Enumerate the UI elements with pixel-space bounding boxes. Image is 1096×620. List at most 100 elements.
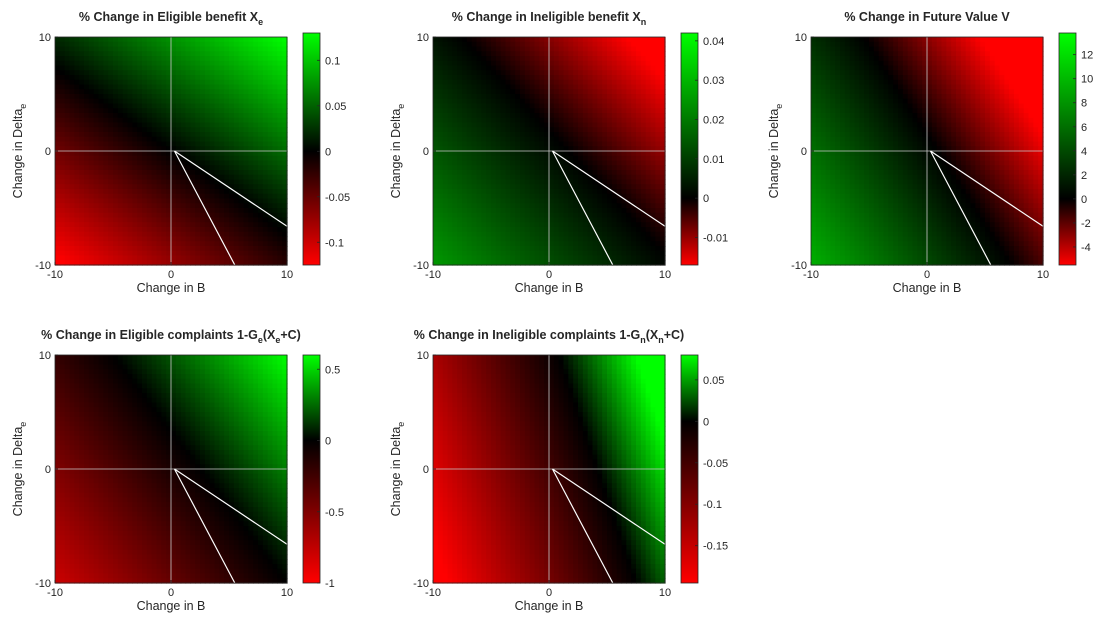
- heatmap-cell: [267, 255, 274, 261]
- heatmap-cell: [462, 236, 468, 242]
- heatmap-cell: [84, 198, 90, 204]
- heatmap-cell: [437, 136, 444, 143]
- heatmap-cell: [151, 94, 158, 100]
- heatmap-cell: [55, 51, 61, 57]
- heatmap-cell: [151, 136, 158, 143]
- heatmap-cell: [209, 136, 216, 143]
- heatmap-cell: [93, 246, 100, 252]
- heatmap-cell: [645, 222, 652, 228]
- heatmap-cell: [491, 198, 497, 204]
- heatmap-cell: [180, 65, 187, 71]
- heatmap-cell: [151, 56, 158, 62]
- heatmap-cell: [650, 89, 656, 95]
- heatmap-cell: [650, 146, 656, 152]
- heatmap-cell: [219, 132, 225, 138]
- heatmap-cell: [122, 208, 129, 214]
- heatmap-cell: [621, 60, 627, 67]
- heatmap-cell: [180, 41, 187, 48]
- heatmap-cell: [626, 189, 632, 195]
- heatmap-cell: [55, 255, 61, 261]
- heatmap-cell: [505, 37, 511, 43]
- heatmap-cell: [534, 160, 540, 166]
- heatmap-cell: [200, 41, 206, 48]
- heatmap-cell: [568, 208, 574, 214]
- heatmap-cell: [539, 108, 545, 114]
- heatmap-cell: [481, 160, 487, 166]
- heatmap-cell: [573, 65, 579, 71]
- heatmap-cell: [1009, 37, 1015, 43]
- heatmap-cell: [452, 165, 458, 171]
- heatmap-cell: [108, 37, 114, 43]
- heatmap-cell: [582, 179, 589, 185]
- heatmap-cell: [471, 108, 478, 114]
- heatmap-cell: [282, 51, 288, 57]
- heatmap-cell: [534, 37, 540, 43]
- heatmap-cell: [233, 151, 240, 157]
- heatmap-cell: [553, 46, 560, 52]
- heatmap-cell: [219, 103, 225, 109]
- heatmap-cell: [166, 146, 172, 152]
- heatmap-cell: [573, 208, 579, 214]
- heatmap-cell: [524, 117, 531, 124]
- heatmap-cell: [491, 75, 497, 81]
- heatmap-cell: [481, 212, 487, 219]
- heatmap-cell: [171, 136, 177, 143]
- heatmap-cell: [626, 84, 632, 90]
- heatmap-cell: [476, 208, 482, 214]
- heatmap-cell: [88, 155, 95, 162]
- heatmap-cell: [626, 136, 632, 143]
- heatmap-cell: [84, 255, 90, 261]
- heatmap-cell: [272, 113, 278, 119]
- y-axis-label: Change in Deltae: [11, 104, 28, 199]
- heatmap-cell: [466, 113, 473, 119]
- heatmap-cell: [481, 65, 487, 71]
- heatmap-cell: [452, 189, 458, 195]
- heatmap-cell: [442, 108, 449, 114]
- heatmap-cell: [553, 113, 560, 119]
- heatmap-cell: [108, 236, 114, 242]
- heatmap-cell: [452, 260, 458, 266]
- heatmap-cell: [204, 89, 211, 95]
- heatmap-cell: [587, 37, 594, 43]
- heatmap-cell: [238, 108, 245, 114]
- heatmap-cell: [190, 41, 196, 48]
- heatmap-cell: [636, 217, 642, 223]
- heatmap-cell: [655, 146, 661, 152]
- heatmap-cell: [248, 174, 254, 181]
- heatmap-cell: [93, 203, 100, 209]
- heatmap-cell: [611, 75, 618, 81]
- heatmap-cell: [466, 94, 473, 100]
- heatmap-cell: [602, 231, 608, 238]
- heatmap-cell: [888, 46, 894, 52]
- heatmap-cell: [209, 70, 216, 76]
- heatmap-cell: [587, 174, 594, 181]
- heatmap-cell: [156, 98, 162, 105]
- heatmap-cell: [660, 113, 666, 119]
- heatmap-cell: [849, 41, 856, 48]
- colorbar-tick-label: -0.1: [325, 237, 344, 249]
- heatmap-cell: [650, 60, 656, 67]
- heatmap-cell: [611, 117, 618, 124]
- heatmap-cell: [433, 132, 439, 138]
- heatmap-cell: [907, 46, 914, 52]
- heatmap-cell: [84, 89, 90, 95]
- heatmap-cell: [209, 94, 216, 100]
- heatmap-cell: [127, 250, 133, 257]
- heatmap-cell: [88, 117, 95, 124]
- heatmap-cell: [122, 103, 129, 109]
- heatmap-cell: [500, 179, 507, 185]
- heatmap-cell: [510, 174, 516, 181]
- heatmap-cell: [510, 75, 516, 81]
- heatmap-cell: [476, 179, 482, 185]
- heatmap-cell: [214, 155, 220, 162]
- heatmap-cell: [142, 146, 148, 152]
- heatmap-cell: [447, 37, 453, 43]
- heatmap-cell: [864, 65, 870, 71]
- heatmap-cell: [253, 227, 259, 233]
- heatmap-cell: [462, 246, 468, 252]
- heatmap-cell: [587, 84, 594, 90]
- heatmap-cell: [84, 189, 90, 195]
- heatmap-cell: [476, 98, 482, 105]
- heatmap-cell: [64, 136, 71, 143]
- heatmap-cell: [142, 65, 148, 71]
